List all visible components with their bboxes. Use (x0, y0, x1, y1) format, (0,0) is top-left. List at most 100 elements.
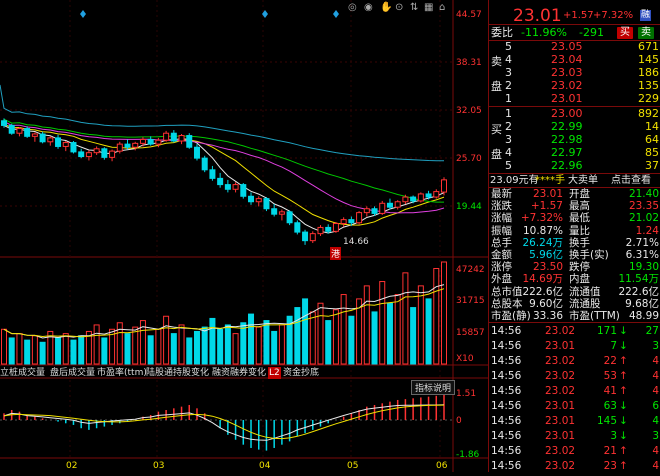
tick-row[interactable]: 14:56 23.01 7 ↓ 3 (489, 339, 660, 353)
stat-row: 总股本 9.60亿 流通股 9.68亿 (489, 297, 660, 311)
candle-body (248, 195, 255, 203)
volume-bar (124, 333, 131, 365)
volume-bar (340, 294, 347, 365)
bid-price: 22.96 (551, 159, 583, 172)
tab-stake-volume[interactable]: 立桩成交量 (0, 368, 46, 378)
ask-level-row[interactable]: 2 23.02 135 (489, 79, 660, 93)
volume-bar (101, 337, 108, 365)
tick-row[interactable]: 14:56 23.02 41 ↑ 4 (489, 384, 660, 398)
bid-level: 3 (505, 133, 512, 146)
moving-average-line (3, 123, 445, 226)
margin-tag: 融 (640, 10, 652, 21)
hand-icon[interactable]: ✋ (380, 2, 393, 13)
indicator-axis-label: 0 (456, 416, 462, 426)
grid-icon[interactable]: ▦ (424, 2, 434, 13)
tick-price: 23.02 (545, 385, 576, 397)
volume-bar (139, 320, 146, 365)
volume-bar (178, 324, 185, 365)
tick-row[interactable]: 14:56 23.02 23 ↑ 4 (489, 459, 660, 473)
candle-body (170, 132, 177, 142)
ask-level-row[interactable]: 3 23.03 186 (489, 66, 660, 80)
tab-pe-ttm[interactable]: 市盈率(ttm) (97, 368, 147, 378)
eye-off-icon[interactable]: ◎ (348, 2, 357, 13)
clock-icon[interactable]: ⊙ (395, 2, 404, 13)
ask-level-row[interactable]: 5 23.05 671 (489, 40, 660, 54)
bid-level-row[interactable]: 1 23.00 892 (489, 107, 660, 121)
candle-body (217, 177, 224, 186)
indicator-axis-label: -1.86 (456, 450, 480, 460)
volume-bar (155, 328, 162, 365)
event-marker (262, 10, 268, 18)
stat-row: 涨幅 +7.32% 最低 21.02 (489, 211, 660, 225)
candle-body (410, 196, 417, 202)
volume-bar (1, 328, 7, 365)
volume-bar (325, 320, 332, 365)
tab-northbound-holdings[interactable]: 陆股通持股变化 (146, 368, 210, 378)
candle-body (93, 148, 100, 154)
candle-body (70, 142, 77, 153)
home-icon[interactable]: ⌂ (439, 2, 446, 13)
arrow-down-icon: ↓ (619, 415, 628, 427)
volume-bar (209, 317, 216, 365)
bid-side-label: 买 (491, 123, 502, 136)
stat-value: 9.60亿 (529, 297, 563, 310)
candle-body (394, 201, 401, 208)
tick-row[interactable]: 14:56 23.02 22 ↑ 4 (489, 354, 660, 368)
stat-label: 流通值 (569, 285, 601, 298)
kline-chart-svg[interactable] (0, 0, 488, 472)
volume-ma-line (3, 288, 445, 338)
tick-price: 23.01 (545, 430, 576, 442)
bid-level-row[interactable]: 5 22.96 37 (489, 159, 660, 173)
date-axis-label: 05 (347, 461, 359, 471)
candle-body (8, 124, 15, 134)
view-big-order-link[interactable]: 点击查看 (611, 175, 651, 186)
candle-body (62, 142, 69, 147)
candle-body (39, 133, 46, 143)
tab-margin-trading[interactable]: 融资融券变化 (212, 368, 267, 378)
volume-bar (24, 339, 31, 365)
tab-bottom-fishing[interactable]: 资金抄底 (283, 368, 320, 378)
tick-row[interactable]: 14:56 23.02 53 ↑ 4 (489, 369, 660, 383)
stat-label: 量比 (569, 224, 590, 237)
volume-axis-label: 31715 (456, 296, 485, 306)
tick-row[interactable]: 14:56 23.01 3 ↓ 3 (489, 429, 660, 443)
volume-bar (379, 281, 386, 365)
candle-body (433, 191, 440, 198)
tick-row[interactable]: 14:56 23.01 145 ↓ 4 (489, 414, 660, 428)
tick-row[interactable]: 14:56 23.01 63 ↓ 6 (489, 399, 660, 413)
indicator-help-button[interactable]: 指标说明 (411, 380, 456, 395)
low-marker-badge: 港 (330, 247, 342, 260)
stat-label: 振幅 (491, 224, 512, 237)
volume-bar (55, 337, 62, 365)
volume-bar (193, 330, 200, 365)
tab-after-hours-volume[interactable]: 盘后成交量 (50, 368, 96, 378)
bid-level-row[interactable]: 3 22.98 64 (489, 133, 660, 147)
stat-value: 10.87% (522, 224, 563, 237)
stat-label: 总股本 (491, 297, 523, 310)
volume-bar (294, 307, 301, 365)
volume-bar (309, 311, 316, 365)
candle-body (139, 138, 146, 144)
ask-level-row[interactable]: 1 23.01 229 (489, 92, 660, 106)
bid-level-row[interactable]: 4 22.97 85 (489, 146, 660, 160)
volume-bar (317, 302, 324, 365)
kline-chart-area[interactable]: ◎ ◉ ✋ ⊙ ⇅ ▦ ⌂ 44.57 38.31 32.05 25.70 19… (0, 0, 488, 472)
tick-row[interactable]: 14:56 23.02 21 ↑ 4 (489, 444, 660, 458)
volume-bar (402, 272, 409, 365)
candle-body (116, 143, 123, 152)
tick-price: 23.02 (545, 370, 576, 382)
ask-level-row[interactable]: 4 23.04 145 (489, 53, 660, 67)
volume-bar (263, 320, 270, 365)
sell-button[interactable]: 卖 (638, 27, 654, 39)
stat-label: 最高 (569, 200, 590, 213)
volume-bar (433, 268, 440, 365)
buy-button[interactable]: 买 (617, 27, 633, 39)
volume-bar (8, 337, 15, 365)
up-down-icon[interactable]: ⇅ (410, 2, 419, 13)
tick-row[interactable]: 14:56 23.02 171 ↓ 27 (489, 324, 660, 338)
volume-bar (147, 335, 154, 365)
eye-icon[interactable]: ◉ (364, 2, 373, 13)
tick-time: 14:56 (491, 400, 522, 412)
tick-time: 14:56 (491, 445, 522, 457)
bid-level-row[interactable]: 2 22.99 14 (489, 120, 660, 134)
